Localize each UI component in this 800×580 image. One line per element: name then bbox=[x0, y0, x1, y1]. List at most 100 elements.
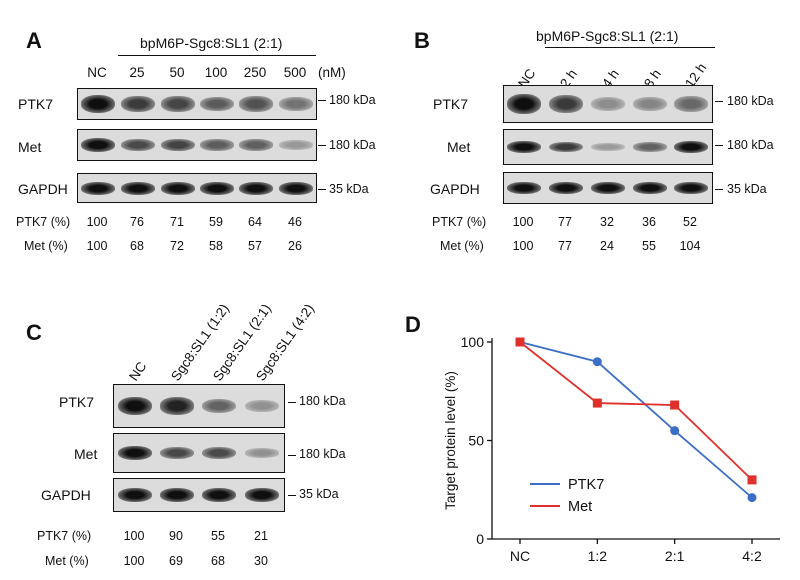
data-point-met bbox=[670, 400, 680, 410]
x-tick-label: 1:2 bbox=[588, 548, 608, 564]
blot-band bbox=[202, 447, 236, 459]
panel-a-kda-ptk7: 180 kDa bbox=[329, 93, 376, 107]
panel-a-lane-label: 50 bbox=[169, 65, 185, 80]
panel-b-ptk7-pct-label: PTK7 (%) bbox=[432, 215, 487, 229]
panel-c-lane-label: NC bbox=[126, 359, 150, 384]
panel-b-blot-ptk7 bbox=[503, 85, 713, 123]
blot-band bbox=[161, 181, 195, 195]
blot-band bbox=[161, 96, 195, 112]
panel-b-met-pct: 24 bbox=[600, 239, 614, 253]
panel-c-marker-tick bbox=[288, 455, 296, 456]
panel-a-marker-tick bbox=[318, 145, 326, 146]
panel-b-letter: B bbox=[414, 28, 430, 53]
blot-band bbox=[121, 95, 155, 113]
panel-b-ptk7-pct: 100 bbox=[512, 215, 534, 229]
panel-c-marker-tick bbox=[288, 495, 296, 496]
panel-c-met-pct: 69 bbox=[169, 554, 183, 568]
blot-band bbox=[239, 96, 273, 112]
panel-c-ptk7-pct: 90 bbox=[169, 529, 183, 543]
panel-a-blot-ptk7 bbox=[77, 88, 317, 120]
panel-b-ptk7-pct: 52 bbox=[683, 215, 697, 229]
blot-band bbox=[239, 181, 273, 195]
data-point-ptk7 bbox=[747, 493, 757, 503]
panel-a-met-pct: 68 bbox=[130, 239, 144, 253]
blot-band bbox=[202, 398, 236, 414]
panel-d-line-chart: 0 50 100 NC 1:2 2:1 4:2 Target protein level (%… bbox=[443, 334, 780, 564]
blot-band bbox=[549, 182, 583, 194]
panel-c-row-met: Met bbox=[74, 446, 98, 462]
blot-band bbox=[202, 488, 236, 502]
panel-b-kda-gapdh: 35 kDa bbox=[727, 182, 767, 196]
panel-a-met-pct: 58 bbox=[209, 239, 223, 253]
panel-c-row-ptk7: PTK7 bbox=[59, 394, 95, 410]
panel-b-header: bpM6P-Sgc8:SL1 (2:1) bbox=[536, 28, 679, 44]
blot-band bbox=[160, 488, 194, 502]
panel-a-ptk7-pct-label: PTK7 (%) bbox=[16, 215, 71, 229]
panel-c-met-pct: 30 bbox=[254, 554, 268, 568]
data-point-met bbox=[515, 337, 525, 347]
blot-band bbox=[200, 181, 234, 195]
panel-c-ptk7-pct-label: PTK7 (%) bbox=[37, 529, 92, 543]
legend-label-met: Met bbox=[568, 499, 592, 515]
panel-b-row-ptk7: PTK7 bbox=[433, 96, 469, 112]
blot-band bbox=[118, 488, 152, 502]
y-tick-label: 0 bbox=[476, 531, 484, 547]
panel-a-ptk7-pct: 71 bbox=[170, 215, 184, 229]
panel-c-kda-gapdh: 35 kDa bbox=[299, 487, 339, 501]
panel-a-ptk7-pct: 100 bbox=[86, 215, 108, 229]
panel-b-met-pct: 77 bbox=[558, 239, 572, 253]
blot-band bbox=[160, 446, 194, 460]
panel-b-marker-tick bbox=[715, 189, 723, 190]
data-point-met bbox=[592, 398, 602, 408]
blot-band bbox=[245, 399, 279, 413]
panel-b-met-pct: 100 bbox=[512, 239, 534, 253]
panel-a-met-pct: 100 bbox=[86, 239, 108, 253]
panel-b-met-pct-label: Met (%) bbox=[440, 239, 484, 253]
panel-c-blot-ptk7 bbox=[113, 384, 285, 428]
blot-band bbox=[633, 142, 667, 152]
series-line-met bbox=[519, 341, 753, 481]
y-tick-label: 50 bbox=[468, 433, 484, 449]
blot-band bbox=[200, 96, 234, 112]
panel-b-blot-met bbox=[503, 129, 713, 165]
panel-a-ptk7-pct: 59 bbox=[209, 215, 223, 229]
x-tick-label: 2:1 bbox=[665, 548, 685, 564]
data-point-met bbox=[747, 475, 757, 485]
panel-a-lane-label: 500 bbox=[283, 65, 307, 80]
panel-c-ptk7-pct: 21 bbox=[254, 529, 268, 543]
panel-b-kda-ptk7: 180 kDa bbox=[727, 94, 774, 108]
panel-b-met-pct: 55 bbox=[642, 239, 656, 253]
blot-band bbox=[507, 141, 541, 153]
blot-band bbox=[591, 143, 625, 151]
blot-band bbox=[507, 182, 541, 194]
panel-a-row-gapdh: GAPDH bbox=[18, 181, 68, 197]
x-tick-label: NC bbox=[510, 548, 530, 564]
panel-b-ptk7-pct: 36 bbox=[642, 215, 656, 229]
panel-a-lane-label: NC bbox=[87, 65, 107, 80]
panel-b-kda-met: 180 kDa bbox=[727, 138, 774, 152]
blot-band bbox=[81, 181, 115, 195]
blot-band bbox=[118, 446, 152, 460]
panel-c-letter: C bbox=[26, 320, 42, 345]
panel-a-kda-gapdh: 35 kDa bbox=[329, 182, 369, 196]
panel-c-kda-ptk7: 180 kDa bbox=[299, 394, 346, 408]
panel-c-met-pct: 68 bbox=[211, 554, 225, 568]
panel-a-row-met: Met bbox=[18, 139, 42, 155]
panel-b-marker-tick bbox=[715, 101, 723, 102]
series-line-ptk7 bbox=[519, 341, 753, 499]
panel-c-kda-met: 180 kDa bbox=[299, 447, 346, 461]
panel-a-blot-gapdh bbox=[77, 173, 317, 203]
blot-band bbox=[81, 95, 115, 113]
panel-a-lane-label: 100 bbox=[204, 65, 228, 80]
panel-b-ptk7-pct: 77 bbox=[558, 215, 572, 229]
panel-a-unit: (nM) bbox=[318, 65, 346, 80]
panel-d-letter: D bbox=[405, 312, 421, 337]
panel-a-lane-label: 250 bbox=[243, 65, 267, 80]
blot-band bbox=[279, 140, 313, 150]
panel-c-ptk7-pct: 100 bbox=[123, 529, 145, 543]
panel-b-row-gapdh: GAPDH bbox=[430, 181, 480, 197]
panel-a-met-pct-label: Met (%) bbox=[24, 239, 68, 253]
blot-band bbox=[591, 182, 625, 194]
panel-b-marker-tick bbox=[715, 145, 723, 146]
panel-b-bracket bbox=[545, 47, 715, 48]
